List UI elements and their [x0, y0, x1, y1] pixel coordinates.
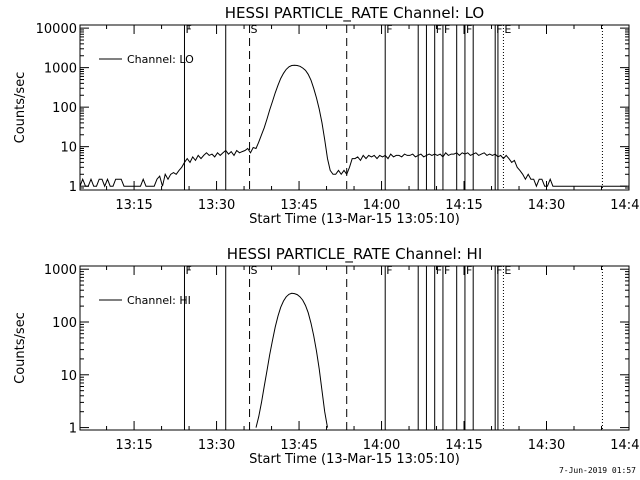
event-marker-label: F [496, 264, 502, 277]
event-marker-label: F [386, 23, 392, 36]
x-tick-label: 14:15 [445, 438, 482, 453]
legend-label: Channel: HI [127, 294, 191, 307]
chart-title: HESSI PARTICLE_RATE Channel: HI [227, 245, 483, 264]
x-tick-label: 14:15 [445, 198, 482, 213]
x-tick-label: 14:30 [528, 198, 565, 213]
y-tick-label: 100 [52, 316, 77, 331]
panel-hi: HESSI PARTICLE_RATE Channel: HI 1 10 100 100… [13, 245, 640, 467]
x-tick-label: 14:00 [363, 198, 400, 213]
event-marker-label: F [496, 23, 502, 36]
x-tick-label: 13:15 [115, 198, 152, 213]
event-marker-label: F [185, 264, 191, 277]
x-tick-label: 14:30 [528, 438, 565, 453]
series-line-hi [255, 292, 328, 428]
legend-label: Channel: LO [127, 53, 194, 66]
y-tick-label: 1 [69, 422, 77, 437]
y-tick-label: 1 [69, 180, 77, 195]
y-axis-label: Counts/sec [13, 72, 28, 144]
event-marker-label: F [444, 264, 450, 277]
footer-timestamp: 7-Jun-2019 01:57 [558, 466, 636, 475]
y-tick-label: 10000 [36, 22, 77, 37]
x-tick-label: 13:15 [115, 438, 152, 453]
y-tick-label: 1000 [44, 263, 77, 278]
x-tick-label: 14:45 [610, 198, 640, 213]
event-marker-label: F [436, 23, 442, 36]
x-axis-label: Start Time (13-Mar-15 13:05:10) [249, 212, 460, 227]
x-tick-label: 14:45 [610, 438, 640, 453]
y-tick-label: 100 [52, 101, 77, 116]
event-marker-label: F [466, 23, 472, 36]
chart-title: HESSI PARTICLE_RATE Channel: LO [225, 4, 484, 23]
event-marker-label: F [386, 264, 392, 277]
event-marker-label: F [466, 264, 472, 277]
event-marker-label: S [251, 23, 258, 36]
event-marker-label: S [251, 264, 258, 277]
x-tick-label: 13:45 [280, 438, 317, 453]
x-tick-label: 13:30 [198, 198, 235, 213]
event-marker-label: F [185, 23, 191, 36]
axis-frame [79, 24, 630, 191]
x-tick-label: 13:45 [280, 198, 317, 213]
series-line-lo [80, 64, 628, 188]
event-marker-label: F [436, 264, 442, 277]
y-tick-label: 10 [60, 369, 77, 384]
y-tick-label: 10 [60, 141, 77, 156]
axis-frame [79, 265, 630, 431]
y-axis-label: Counts/sec [13, 312, 28, 384]
y-tick-label: 1000 [44, 62, 77, 77]
event-marker-label: E [504, 264, 511, 277]
x-tick-label: 13:30 [198, 438, 235, 453]
panel-lo: HESSI PARTICLE_RATE Channel: LO 1 10 100 100… [13, 4, 640, 227]
x-tick-label: 14:00 [363, 438, 400, 453]
x-axis-label: Start Time (13-Mar-15 13:05:10) [249, 452, 460, 467]
event-marker-label: F [444, 23, 450, 36]
event-marker-label: E [504, 23, 511, 36]
